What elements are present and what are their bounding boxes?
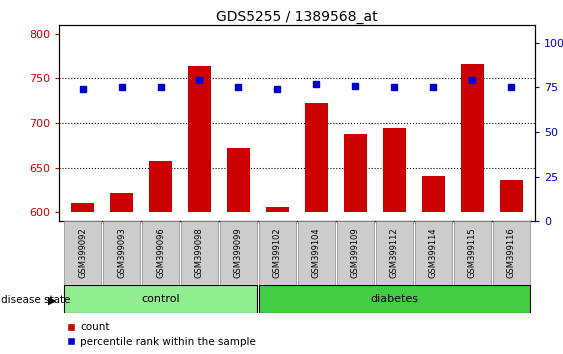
Bar [149, 161, 172, 212]
Text: control: control [141, 294, 180, 304]
Bar [71, 204, 94, 212]
Text: GSM399116: GSM399116 [507, 228, 516, 279]
Bar [454, 221, 491, 285]
Bar [415, 221, 452, 285]
Bar [422, 176, 445, 212]
Text: GSM399092: GSM399092 [78, 228, 87, 279]
Bar [64, 221, 101, 285]
Bar [305, 103, 328, 212]
Bar [110, 193, 133, 212]
Bar [461, 64, 484, 212]
Text: disease state: disease state [1, 295, 70, 305]
Text: GSM399093: GSM399093 [117, 228, 126, 279]
Bar [344, 134, 367, 212]
Bar [64, 285, 257, 313]
Text: GSM399102: GSM399102 [273, 228, 282, 279]
Bar [500, 180, 523, 212]
Bar [103, 221, 140, 285]
Title: GDS5255 / 1389568_at: GDS5255 / 1389568_at [216, 10, 378, 24]
Bar [376, 221, 413, 285]
Text: GSM399109: GSM399109 [351, 228, 360, 279]
Bar [337, 221, 374, 285]
Text: GSM399096: GSM399096 [156, 228, 165, 279]
Bar [493, 221, 530, 285]
Bar [181, 221, 218, 285]
Bar [220, 221, 257, 285]
Bar [142, 221, 179, 285]
Bar [259, 285, 530, 313]
Bar [266, 207, 289, 212]
Text: GSM399114: GSM399114 [429, 228, 438, 279]
Bar [383, 129, 406, 212]
Text: GSM399104: GSM399104 [312, 228, 321, 279]
Text: GSM399099: GSM399099 [234, 228, 243, 279]
Bar [227, 148, 250, 212]
Text: GSM399112: GSM399112 [390, 228, 399, 279]
Text: diabetes: diabetes [370, 294, 418, 304]
Text: GSM399098: GSM399098 [195, 228, 204, 279]
Legend: count, percentile rank within the sample: count, percentile rank within the sample [64, 320, 258, 349]
Bar [259, 221, 296, 285]
Bar [188, 66, 211, 212]
Text: ▶: ▶ [48, 295, 56, 305]
Text: GSM399115: GSM399115 [468, 228, 477, 279]
Bar [298, 221, 335, 285]
